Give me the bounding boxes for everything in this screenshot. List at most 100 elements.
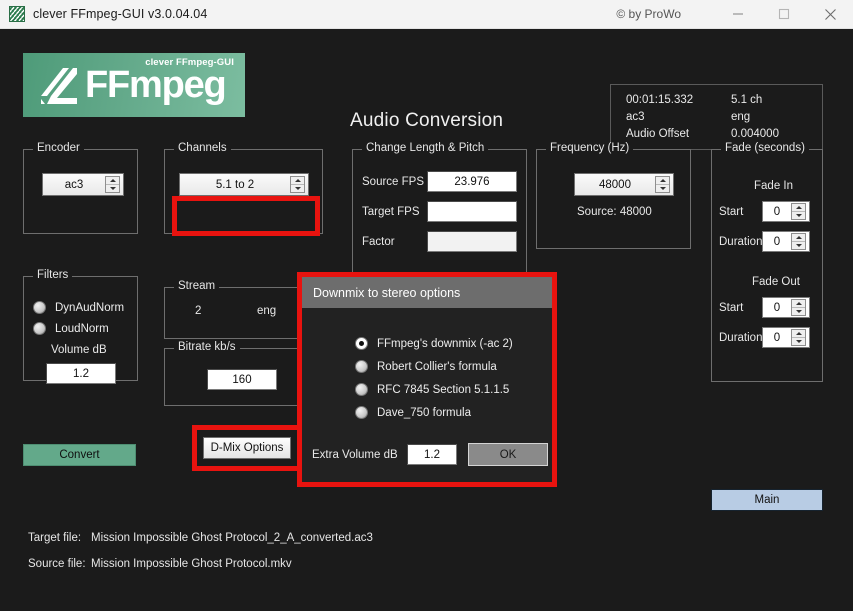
convert-button[interactable]: Convert — [23, 444, 136, 466]
downmix-option-0[interactable]: FFmpeg's downmix (-ac 2) — [355, 337, 513, 350]
source-file-value: Mission Impossible Ghost Protocol.mkv — [91, 558, 292, 570]
fade-in-start-input[interactable]: 0 — [762, 201, 810, 222]
radio-icon — [33, 301, 46, 314]
source-fps-input[interactable]: 23.976 — [427, 171, 517, 192]
source-file-label: Source file: — [28, 558, 86, 570]
factor-label: Factor — [362, 236, 395, 248]
downmix-option-1-label: Robert Collier's formula — [377, 360, 497, 373]
fade-legend: Fade (seconds) — [721, 142, 809, 154]
ffmpeg-logo: clever FFmpeg-GUI FFmpeg — [23, 53, 245, 117]
downmix-option-3[interactable]: Dave_750 formula — [355, 406, 471, 419]
encoder-value: ac3 — [64, 178, 84, 191]
source-fps-value: 23.976 — [454, 175, 490, 188]
dmix-options-button[interactable]: D-Mix Options — [203, 437, 291, 459]
channels-spinner[interactable] — [290, 176, 305, 193]
fade-in-duration-input[interactable]: 0 — [762, 231, 810, 252]
info-language: eng — [731, 111, 751, 123]
logo-tagline: clever FFmpeg-GUI — [145, 57, 234, 68]
ffmpeg-mark-icon — [37, 66, 81, 108]
encoder-group: Encoder ac3 — [23, 142, 138, 234]
fade-in-duration-label: Duration — [719, 236, 763, 248]
fade-in-label: Fade In — [754, 180, 793, 192]
window-titlebar: clever FFmpeg-GUI v3.0.04.04 © by ProWo — [0, 0, 853, 29]
frequency-spinner[interactable] — [655, 176, 670, 193]
extra-volume-label: Extra Volume dB — [312, 449, 398, 461]
fade-group: Fade (seconds) Fade In Start 0 Duration … — [711, 142, 823, 382]
info-duration: 00:01:15.332 — [626, 94, 694, 106]
ffmpeg-app-icon — [9, 6, 25, 22]
radio-icon — [355, 337, 368, 350]
target-fps-label: Target FPS — [362, 206, 420, 218]
filter-radio-loudnorm[interactable]: LoudNorm — [33, 322, 109, 335]
frequency-combo[interactable]: 48000 — [574, 173, 674, 196]
dynaudnorm-label: DynAudNorm — [55, 301, 125, 314]
info-codec: ac3 — [626, 111, 645, 123]
bitrate-value: 160 — [232, 373, 252, 386]
fade-in-duration-spinner[interactable] — [791, 233, 806, 250]
channels-combo[interactable]: 5.1 to 2 — [179, 173, 309, 196]
main-content: clever FFmpeg-GUI FFmpeg Audio Conversio… — [0, 29, 853, 611]
fade-in-start-value: 0 — [773, 205, 781, 218]
fade-in-start-spinner[interactable] — [791, 203, 806, 220]
fade-out-label: Fade Out — [752, 276, 800, 288]
loudnorm-label: LoudNorm — [55, 322, 109, 335]
dmix-highlight-box — [192, 425, 302, 471]
filters-legend: Filters — [33, 269, 73, 281]
frequency-value: 48000 — [599, 178, 631, 191]
bitrate-input[interactable]: 160 — [207, 369, 277, 390]
maximize-icon[interactable] — [761, 0, 807, 29]
info-channels: 5.1 ch — [731, 94, 763, 106]
stream-group: Stream 2 eng — [164, 280, 323, 339]
fade-out-duration-label: Duration — [719, 332, 763, 344]
downmix-option-2-label: RFC 7845 Section 5.1.1.5 — [377, 383, 510, 396]
channels-legend: Channels — [174, 142, 231, 154]
target-fps-input[interactable] — [427, 201, 517, 222]
ok-button[interactable]: OK — [468, 443, 548, 466]
fade-out-duration-value: 0 — [773, 331, 781, 344]
filter-radio-dynaudnorm[interactable]: DynAudNorm — [33, 301, 124, 314]
ok-label: OK — [499, 448, 517, 461]
downmix-option-1[interactable]: Robert Collier's formula — [355, 360, 497, 373]
length-pitch-legend: Change Length & Pitch — [362, 142, 489, 154]
stream-language: eng — [257, 305, 277, 317]
titlebar-controls: © by ProWo — [616, 0, 853, 29]
encoder-combo[interactable]: ac3 — [42, 173, 124, 196]
bitrate-group: Bitrate kb/s 160 — [164, 341, 323, 406]
dialog-titlebar: Downmix to stereo options — [302, 277, 552, 308]
minimize-icon[interactable] — [715, 0, 761, 29]
volume-db-label: Volume dB — [51, 344, 107, 356]
bitrate-legend: Bitrate kb/s — [174, 341, 240, 353]
fade-in-duration-value: 0 — [773, 235, 781, 248]
downmix-option-0-label: FFmpeg's downmix (-ac 2) — [377, 337, 513, 350]
downmix-options-dialog: Downmix to stereo options FFmpeg's downm… — [297, 272, 557, 487]
volume-db-input[interactable]: 1.2 — [46, 363, 116, 384]
radio-icon — [355, 406, 368, 419]
fade-in-start-label: Start — [719, 206, 744, 218]
copyright-label: © by ProWo — [616, 7, 681, 21]
fade-out-duration-spinner[interactable] — [791, 329, 806, 346]
close-icon[interactable] — [807, 0, 853, 29]
target-file-value: Mission Impossible Ghost Protocol_2_A_co… — [91, 532, 373, 544]
factor-input[interactable] — [427, 231, 517, 252]
downmix-option-2[interactable]: RFC 7845 Section 5.1.1.5 — [355, 383, 509, 396]
volume-db-value: 1.2 — [73, 367, 89, 380]
fade-out-start-input[interactable]: 0 — [762, 297, 810, 318]
fade-out-start-label: Start — [719, 302, 744, 314]
encoder-spinner[interactable] — [105, 176, 120, 193]
main-label: Main — [754, 494, 780, 506]
main-button[interactable]: Main — [711, 489, 823, 511]
frequency-source-text: Source: 48000 — [577, 206, 652, 218]
fade-out-start-spinner[interactable] — [791, 299, 806, 316]
stream-legend: Stream — [174, 280, 220, 292]
encoder-legend: Encoder — [33, 142, 84, 154]
radio-icon — [33, 322, 46, 335]
extra-volume-input[interactable]: 1.2 — [407, 444, 457, 465]
fade-out-duration-input[interactable]: 0 — [762, 327, 810, 348]
extra-volume-value: 1.2 — [424, 448, 440, 461]
dialog-title-label: Downmix to stereo options — [313, 285, 461, 300]
media-info-panel: 00:01:15.332 5.1 ch ac3 eng Audio Offset… — [610, 84, 823, 150]
fade-out-start-value: 0 — [773, 301, 781, 314]
convert-label: Convert — [59, 449, 100, 461]
logo-wordmark: FFmpeg — [85, 64, 227, 106]
